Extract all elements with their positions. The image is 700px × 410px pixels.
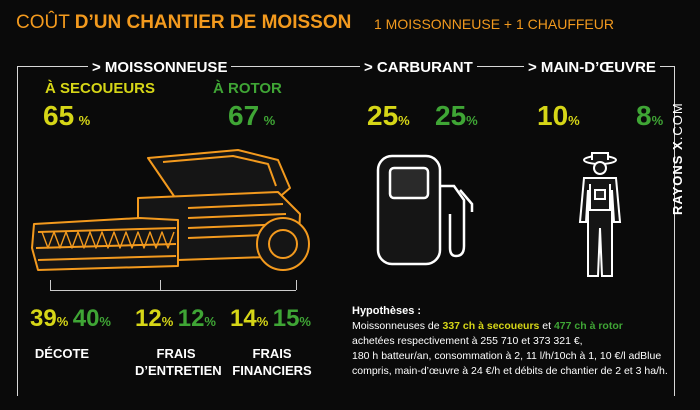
mo-green-unit: % — [651, 113, 664, 128]
decote-yellow: 39 — [30, 305, 57, 332]
breakdown-tick-3 — [296, 280, 297, 290]
financiers-green: 15 — [272, 305, 300, 332]
entretien-label: FRAIS D’ENTRETIEN — [135, 345, 222, 379]
value-rotor-unit: % — [263, 113, 276, 128]
breakdown-item-decote: 39% 40% DÉCOTE — [30, 305, 130, 362]
page-title: COÛT D’UN CHANTIER DE MOISSON — [16, 12, 351, 34]
financiers-label-line2: FINANCIERS — [232, 363, 312, 378]
heading-moissonneuse: > MOISSONNEUSE — [88, 59, 232, 76]
hyp-line1-d: 477 ch à rotor — [553, 320, 623, 332]
hypotheses-line1: Moissonneuses de 337 ch à secoueurs et 4… — [352, 319, 672, 334]
entretien-yellow-unit: % — [161, 314, 174, 329]
label-rotor: À ROTOR — [213, 80, 282, 97]
financiers-label: FRAIS FINANCIERS — [230, 345, 314, 379]
value-rotor: 67 % — [228, 100, 275, 132]
value-carburant-green: 25% — [435, 100, 478, 132]
mo-yellow-number: 10 — [537, 100, 569, 131]
heading-main-oeuvre: > MAIN-D’ŒUVRE — [524, 59, 660, 76]
breakdown-tick-2 — [160, 280, 161, 290]
financiers-yellow: 14 — [230, 305, 257, 332]
entretien-yellow: 12 — [135, 305, 162, 332]
financiers-green-unit: % — [299, 314, 311, 329]
carburant-yellow-unit: % — [398, 113, 410, 128]
entretien-green-unit: % — [204, 314, 216, 329]
carburant-yellow-number: 25 — [367, 100, 399, 131]
hypotheses-line4: compris, main-d’œuvre à 24 €/h et débits… — [352, 365, 668, 377]
worker-icon — [578, 152, 622, 277]
financiers-yellow-unit: % — [256, 314, 269, 329]
decote-label: DÉCOTE — [34, 346, 90, 361]
hypotheses-line3: 180 h batteur/an, consommation à 2, 11 l… — [352, 350, 662, 362]
hyp-line1-b: 337 ch à secoueurs — [442, 320, 540, 332]
title-part-2: D’UN CHANTIER DE MOISSON — [74, 12, 352, 33]
breakdown-item-entretien: 12% 12% FRAIS D’ENTRETIEN — [135, 305, 235, 379]
brand-suffix: .COM — [670, 102, 685, 141]
breakdown-tick-1 — [50, 280, 51, 290]
combine-harvester-icon — [31, 149, 310, 271]
value-mo-yellow: 10% — [537, 100, 580, 132]
page-subtitle: 1 MOISSONNEUSE + 1 CHAUFFEUR — [374, 16, 614, 32]
hypotheses-line2: achetées respectivement à 255 710 et 373… — [352, 335, 583, 347]
brand-name: RAYONS X — [670, 140, 685, 215]
value-rotor-number: 67 — [228, 100, 260, 131]
brand-logo: RAYONS X.COM — [670, 102, 685, 215]
heading-carburant: > CARBURANT — [360, 59, 477, 76]
breakdown-connector — [50, 290, 296, 291]
entretien-green: 12 — [177, 305, 205, 332]
fuel-pump-icon — [376, 154, 474, 266]
content-frame — [17, 66, 675, 396]
mo-yellow-unit: % — [568, 113, 580, 128]
value-mo-green: 8% — [636, 100, 663, 132]
entretien-label-line1: FRAIS — [156, 346, 196, 361]
hyp-line1-a: Moissonneuses de — [352, 320, 443, 332]
decote-green: 40 — [72, 305, 100, 332]
label-secoueurs: À SECOUEURS — [45, 80, 156, 97]
entretien-label-line2: D’ENTRETIEN — [135, 363, 222, 378]
carburant-green-unit: % — [466, 113, 478, 128]
carburant-green-number: 25 — [435, 100, 467, 131]
decote-green-unit: % — [99, 314, 111, 329]
value-secoueurs-unit: % — [78, 113, 91, 128]
breakdown-item-financiers: 14% 15% FRAIS FINANCIERS — [230, 305, 330, 379]
financiers-label-line1: FRAIS — [252, 346, 292, 361]
value-secoueurs-number: 65 — [43, 100, 75, 131]
mo-green-number: 8 — [636, 100, 652, 131]
value-carburant-yellow: 25% — [367, 100, 410, 132]
decote-yellow-unit: % — [56, 314, 69, 329]
hypotheses-block: Hypothèses : Moissonneuses de 337 ch à s… — [352, 304, 672, 379]
value-secoueurs: 65 % — [43, 100, 90, 132]
hypotheses-title: Hypothèses : — [352, 305, 422, 317]
title-part-1: COÛT — [16, 12, 75, 33]
hyp-line1-c: et — [539, 320, 554, 332]
